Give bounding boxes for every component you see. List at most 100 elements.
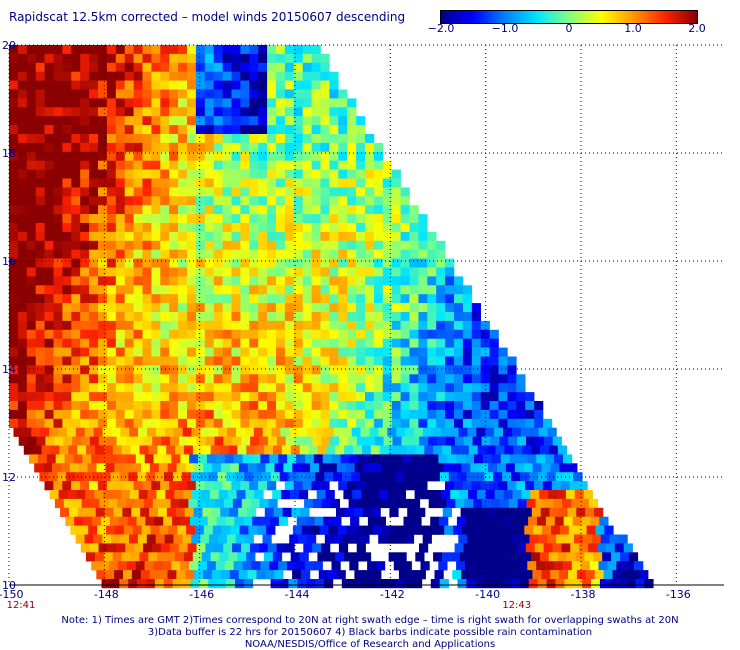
swath-cell (35, 116, 45, 126)
swath-cell (240, 125, 250, 135)
swath-cell (223, 543, 233, 553)
swath-cell (267, 116, 277, 126)
swath-cell (356, 329, 366, 339)
swath-cell (532, 570, 542, 580)
swath-cell (288, 579, 298, 589)
swath-cell (519, 579, 529, 589)
swath-cell (391, 392, 401, 402)
swath-cell (71, 267, 81, 277)
swath-cell (231, 98, 241, 108)
swath-cell (391, 374, 401, 384)
swath-cell (302, 223, 312, 233)
swath-cell (462, 525, 472, 535)
swath-cell (124, 356, 134, 366)
swath-cell (115, 312, 125, 322)
swath-cell (505, 507, 515, 517)
swath-cell (471, 356, 481, 366)
swath-cell (98, 409, 108, 420)
swath-cell (489, 401, 499, 411)
swath-cell (178, 62, 188, 72)
swath-cell (409, 312, 419, 322)
swath-cell (231, 169, 241, 179)
swath-cell (53, 98, 63, 108)
swath-cell (476, 427, 486, 437)
swath-cell (17, 356, 28, 366)
swath-cell (89, 276, 99, 286)
swath-cell (387, 427, 397, 437)
swath-cell (231, 401, 241, 411)
swath-cell (89, 383, 99, 393)
swath-cell (480, 338, 490, 348)
swath-cell (396, 534, 406, 544)
colorbar-label: 1.0 (624, 22, 642, 35)
swath-cell (98, 107, 108, 117)
swath-cell (311, 401, 321, 411)
swath-cell (32, 445, 42, 455)
swath-cell (44, 231, 54, 242)
swath-cell (190, 579, 200, 589)
swath-cell (302, 62, 312, 72)
swath-cell (173, 534, 183, 544)
swath-cell (71, 80, 81, 90)
swath-cell (98, 312, 108, 322)
swath-cell (436, 320, 446, 331)
swath-cell (251, 561, 261, 571)
swath-cell (142, 214, 152, 224)
swath-cell (122, 507, 132, 517)
swath-cell (462, 320, 473, 331)
swath-cell (227, 427, 237, 437)
swath-cell (80, 196, 90, 206)
swath-cell (249, 151, 259, 161)
swath-cell (568, 570, 578, 580)
swath-cell (26, 258, 36, 268)
swath-cell (89, 98, 99, 108)
swath-cell (427, 338, 437, 348)
swath-cell (249, 116, 259, 126)
swath-cell (115, 249, 125, 259)
swath-cell (89, 285, 99, 295)
swath-cell (580, 498, 590, 509)
swath-cell (80, 169, 90, 179)
swath-cell (329, 329, 339, 339)
swath-cell (456, 516, 467, 526)
swath-cell (108, 498, 118, 509)
swath-cell (276, 169, 286, 179)
swath-cells (9, 45, 654, 589)
swath-cell (373, 240, 384, 250)
swath-cell (530, 490, 540, 500)
swath-cell (284, 249, 295, 259)
swath-cell (187, 80, 197, 90)
swath-cell (133, 347, 143, 357)
swath-cell (204, 231, 214, 242)
swath-cell (213, 214, 223, 224)
swath-cell (204, 98, 214, 108)
swath-cell (544, 498, 554, 509)
swath-cell (80, 258, 90, 268)
swath-cell (23, 445, 33, 455)
swath-cell (329, 160, 339, 170)
swath-cell (232, 436, 242, 446)
swath-cell (44, 214, 54, 224)
swath-cell (367, 561, 377, 571)
swath-cell (461, 570, 471, 580)
swath-cell (258, 160, 268, 170)
swath-cell (187, 401, 197, 411)
swath-cell (62, 329, 72, 339)
swath-cell (248, 525, 258, 535)
swath-cell (26, 116, 36, 126)
swath-cell (222, 303, 232, 313)
swath-cell (320, 80, 330, 90)
swath-cell (151, 53, 161, 64)
swath-cell (222, 134, 232, 144)
swath-cell (169, 374, 179, 384)
swath-cell (249, 231, 259, 242)
swath-cell (338, 543, 349, 553)
swath-cell (106, 205, 117, 215)
swath-cell (80, 365, 90, 375)
swath-cell (338, 98, 348, 108)
swath-cell (209, 427, 219, 437)
swath-cell (513, 552, 523, 562)
swath-cell (71, 294, 81, 304)
swath-cell (349, 561, 359, 571)
swath-cell (168, 525, 178, 535)
